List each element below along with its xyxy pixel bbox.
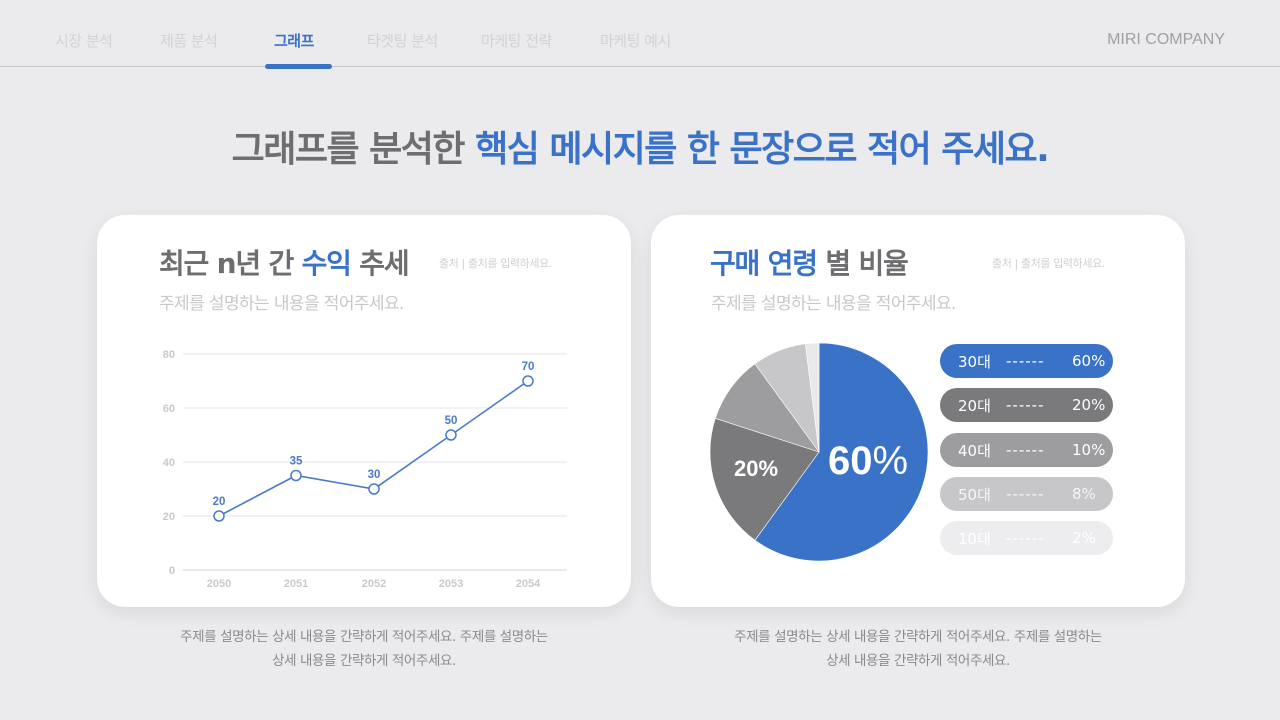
nav-tab-1[interactable]: 제품 분석 bbox=[160, 32, 218, 50]
x-tick-label: 2050 bbox=[207, 578, 231, 590]
legend-label: 50대 bbox=[958, 485, 991, 504]
legend-label: 40대 bbox=[958, 441, 991, 460]
pie-label-second: 20% bbox=[734, 456, 778, 481]
title-highlight: 구매 연령 bbox=[710, 247, 818, 280]
caption-line: 상세 내용을 간략하게 적어주세요. bbox=[826, 653, 1010, 669]
legend-label: 30대 bbox=[958, 352, 991, 371]
nav-tab-0[interactable]: 시장 분석 bbox=[55, 32, 113, 50]
legend-label: 20대 bbox=[958, 396, 991, 415]
legend-percent: 20% bbox=[1072, 396, 1106, 414]
x-tick-label: 2051 bbox=[284, 578, 308, 590]
data-point-marker[interactable] bbox=[522, 375, 534, 387]
legend-dash: ------ bbox=[1006, 441, 1045, 459]
pie-chart-source: 출처 | 출처를 입력하세요. bbox=[992, 257, 1105, 270]
data-point-marker[interactable] bbox=[445, 429, 457, 441]
data-label: 50 bbox=[445, 415, 458, 427]
pie-label-main: 60% bbox=[828, 439, 908, 483]
y-tick-label: 40 bbox=[163, 457, 175, 469]
line-chart-subtitle: 주제를 설명하는 내용을 적어주세요. bbox=[159, 294, 404, 314]
legend-dash: ------ bbox=[1006, 529, 1045, 547]
y-tick-label: 20 bbox=[163, 511, 175, 523]
legend-dash: ------ bbox=[1006, 352, 1045, 370]
pie-chart-title: 구매 연령 별 비율 bbox=[710, 242, 909, 282]
title-text: 추세 bbox=[350, 247, 409, 280]
title-text: 최근 n년 간 bbox=[159, 247, 302, 280]
data-point-marker[interactable] bbox=[368, 483, 380, 495]
x-tick-label: 2053 bbox=[439, 578, 463, 590]
legend-dash: ------ bbox=[1006, 396, 1045, 414]
legend-item-50대: 50대 ------ 8% bbox=[940, 477, 1113, 511]
headline-part-highlight: 핵심 메시지를 한 문장으로 적어 주세요. bbox=[475, 129, 1050, 170]
data-point-marker[interactable] bbox=[213, 510, 225, 522]
legend-item-10대: 10대 ------ 2% bbox=[940, 521, 1113, 555]
data-label: 30 bbox=[368, 469, 381, 481]
active-tab-indicator bbox=[265, 64, 332, 69]
legend-percent: 60% bbox=[1072, 352, 1106, 370]
data-label: 70 bbox=[522, 361, 535, 373]
y-tick-label: 0 bbox=[169, 565, 175, 577]
legend-dash: ------ bbox=[1006, 485, 1045, 503]
caption-line: 주제를 설명하는 상세 내용을 간략하게 적어주세요. 주제를 설명하는 bbox=[180, 629, 548, 645]
legend-item-20대: 20대 ------ 20% bbox=[940, 388, 1113, 422]
line-chart: 0 20 40 60 80 2050 2051 2052 2053 2054 20 35 30 50 70 bbox=[163, 349, 567, 590]
data-label: 20 bbox=[213, 496, 226, 508]
pie-slice-10대[interactable] bbox=[805, 342, 820, 453]
line-chart-card: 최근 n년 간 수익 추세 출처 | 출처를 입력하세요. 주제를 설명하는 내… bbox=[97, 215, 631, 607]
pie-slice-30대[interactable] bbox=[754, 342, 929, 562]
nav-tab-4[interactable]: 마케팅 전략 bbox=[481, 32, 552, 50]
pie-chart-subtitle: 주제를 설명하는 내용을 적어주세요. bbox=[711, 294, 956, 314]
page-headline: 그래프를 분석한 핵심 메시지를 한 문장으로 적어 주세요. bbox=[0, 120, 1280, 172]
headline-part-gray: 그래프를 분석한 bbox=[231, 129, 476, 170]
pie-chart-caption: 주제를 설명하는 상세 내용을 간략하게 적어주세요. 주제를 설명하는 상세 … bbox=[651, 625, 1185, 673]
legend-percent: 10% bbox=[1072, 441, 1106, 459]
y-tick-label: 60 bbox=[163, 403, 175, 415]
line-chart-source: 출처 | 출처를 입력하세요. bbox=[439, 257, 552, 270]
legend-percent: 8% bbox=[1072, 485, 1096, 503]
line-series bbox=[218, 380, 529, 517]
line-chart-title: 최근 n년 간 수익 추세 bbox=[159, 242, 410, 282]
y-tick-label: 80 bbox=[163, 349, 175, 361]
nav-tab-3[interactable]: 타겟팅 분석 bbox=[367, 32, 438, 50]
top-navigation: 시장 분석 제품 분석 그래프 타겟팅 분석 마케팅 전략 마케팅 예시 MIRI COM… bbox=[0, 0, 1280, 69]
data-point-marker[interactable] bbox=[290, 469, 302, 482]
caption-line: 주제를 설명하는 상세 내용을 간략하게 적어주세요. 주제를 설명하는 bbox=[734, 629, 1102, 645]
legend-item-40대: 40대 ------ 10% bbox=[940, 433, 1113, 467]
legend-percent: 2% bbox=[1072, 529, 1096, 547]
pie-slice-20대[interactable] bbox=[709, 417, 820, 541]
brand-logo-text: MIRI COMPANY bbox=[1107, 31, 1225, 48]
nav-tab-2[interactable]: 그래프 bbox=[274, 32, 314, 50]
caption-line: 상세 내용을 간략하게 적어주세요. bbox=[272, 653, 456, 669]
x-tick-label: 2054 bbox=[516, 578, 541, 590]
pie-chart-card: 구매 연령 별 비율 출처 | 출처를 입력하세요. 주제를 설명하는 내용을 … bbox=[651, 215, 1185, 607]
nav-tab-5[interactable]: 마케팅 예시 bbox=[600, 32, 671, 50]
title-text: 별 비율 bbox=[816, 247, 908, 280]
pie-chart: 60% 20% bbox=[709, 342, 929, 562]
x-tick-label: 2052 bbox=[362, 578, 386, 590]
title-highlight: 수익 bbox=[301, 247, 352, 280]
legend-item-30대: 30대 ------ 60% bbox=[940, 344, 1113, 378]
line-chart-caption: 주제를 설명하는 상세 내용을 간략하게 적어주세요. 주제를 설명하는 상세 … bbox=[97, 625, 631, 673]
legend-label: 10대 bbox=[958, 529, 991, 548]
data-label: 35 bbox=[290, 456, 303, 468]
